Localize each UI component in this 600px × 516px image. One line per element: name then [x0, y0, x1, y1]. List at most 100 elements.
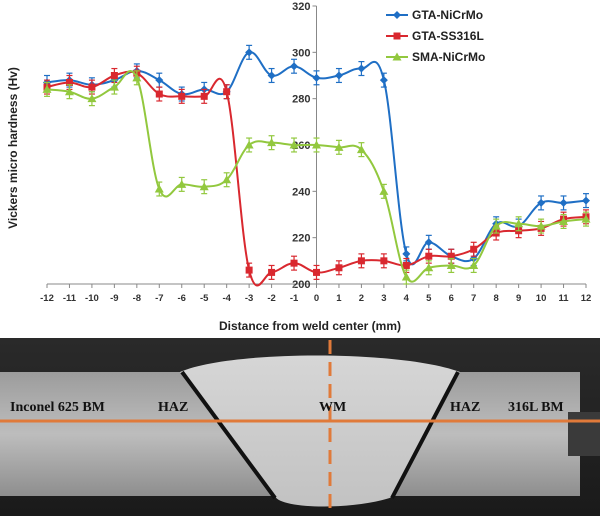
x-tick-label: -4	[222, 293, 231, 304]
data-point	[582, 196, 590, 205]
series-SMA-NiCrMo	[42, 69, 591, 285]
data-point	[312, 140, 321, 149]
data-point	[313, 268, 320, 276]
data-point	[356, 145, 366, 154]
legend-marker	[393, 11, 401, 19]
y-axis-label: Vickers micro hardness (Hv)	[6, 67, 20, 229]
data-point	[155, 76, 164, 85]
data-point	[491, 221, 501, 230]
x-tick-label: -9	[110, 293, 118, 304]
fusion-line-left	[180, 370, 277, 500]
x-tick-label: -12	[40, 293, 54, 304]
data-point	[402, 261, 410, 269]
data-point	[110, 72, 118, 79]
label-left-bm: Inconel 625 BM	[10, 400, 105, 415]
data-point	[178, 92, 186, 100]
label-wm: WM	[319, 400, 346, 415]
x-tick-label: 7	[471, 293, 476, 304]
data-point	[559, 198, 568, 207]
data-point	[537, 198, 546, 207]
data-point	[267, 138, 277, 147]
data-point	[42, 84, 52, 93]
x-tick-label: -7	[155, 293, 163, 304]
data-point	[267, 71, 276, 80]
legend-marker	[392, 52, 402, 61]
series-layer	[42, 44, 591, 287]
label-right-bm: 316L BM	[508, 400, 564, 415]
data-point	[222, 175, 232, 184]
data-point	[334, 142, 344, 151]
x-tick-label: -11	[63, 293, 77, 304]
right-edge-block	[568, 412, 600, 456]
x-tick-label: -6	[178, 293, 186, 304]
data-point	[401, 272, 411, 281]
data-point	[357, 64, 366, 73]
legend-label: GTA-NiCrMo	[412, 8, 483, 22]
legend: GTA-NiCrMo GTA-SS316L SMA-NiCrMo	[386, 8, 485, 64]
data-point	[536, 221, 546, 230]
data-point	[268, 268, 276, 276]
data-point	[335, 264, 343, 272]
x-tick-label: 11	[559, 293, 570, 304]
data-point	[425, 252, 433, 260]
data-point	[290, 259, 298, 267]
data-point	[379, 76, 388, 85]
x-tick-label: 8	[494, 293, 499, 304]
x-tick-label: -1	[290, 293, 299, 304]
x-tick-label: -3	[245, 293, 253, 304]
data-point	[245, 266, 253, 274]
legend-marker	[393, 32, 401, 40]
data-point	[334, 71, 343, 80]
x-tick-label: 2	[359, 293, 364, 304]
data-point	[424, 238, 433, 247]
data-point	[469, 260, 479, 269]
data-point	[132, 73, 142, 82]
data-point	[447, 252, 455, 260]
data-point	[357, 257, 365, 265]
data-point	[424, 263, 434, 272]
x-tick-label: -8	[133, 293, 141, 304]
label-haz-left: HAZ	[158, 400, 188, 415]
data-point	[88, 83, 96, 91]
fusion-line-right	[390, 371, 460, 499]
x-tick-label: 3	[381, 293, 386, 304]
legend-label: SMA-NiCrMo	[412, 50, 485, 64]
data-point	[109, 82, 119, 91]
data-point	[223, 88, 231, 96]
x-tick-label: -5	[200, 293, 209, 304]
x-tick-label: 1	[336, 293, 342, 304]
legend-label: GTA-SS316L	[412, 29, 484, 43]
data-point	[87, 94, 97, 103]
data-point	[290, 62, 299, 71]
data-point	[177, 179, 187, 188]
data-point	[244, 140, 254, 149]
x-tick-label: 5	[426, 293, 432, 304]
x-tick-label: 9	[516, 293, 521, 304]
x-axis: -12 -11 -10 -9 -8 -7 -6 -5 -4 -3 -2 -1 0 1 2 3 4 5 6 7 8 9 10 1…	[40, 284, 591, 304]
y-tick-label: 200	[292, 279, 310, 291]
data-point	[470, 245, 478, 253]
x-tick-label: 10	[536, 293, 547, 304]
data-point	[559, 216, 569, 225]
y-tick-label: 220	[292, 233, 310, 245]
data-point	[402, 249, 411, 258]
data-point	[514, 219, 524, 228]
data-point	[289, 140, 299, 149]
data-point	[199, 182, 209, 191]
data-point	[155, 90, 163, 98]
x-axis-label: Distance from weld center (mm)	[219, 319, 401, 333]
data-point	[200, 92, 208, 100]
data-point	[446, 260, 456, 269]
data-point	[154, 184, 164, 193]
data-point	[312, 73, 321, 82]
y-tick-label: 280	[292, 94, 310, 106]
data-point	[380, 257, 388, 265]
weld-micrograph: Inconel 625 BM HAZ WM HAZ 316L BM	[0, 338, 600, 516]
x-tick-label: 4	[404, 293, 410, 304]
data-point	[64, 87, 74, 96]
x-tick-label: 0	[314, 293, 319, 304]
x-tick-label: 6	[449, 293, 454, 304]
x-tick-label: -10	[85, 293, 99, 304]
x-tick-label: -2	[267, 293, 275, 304]
